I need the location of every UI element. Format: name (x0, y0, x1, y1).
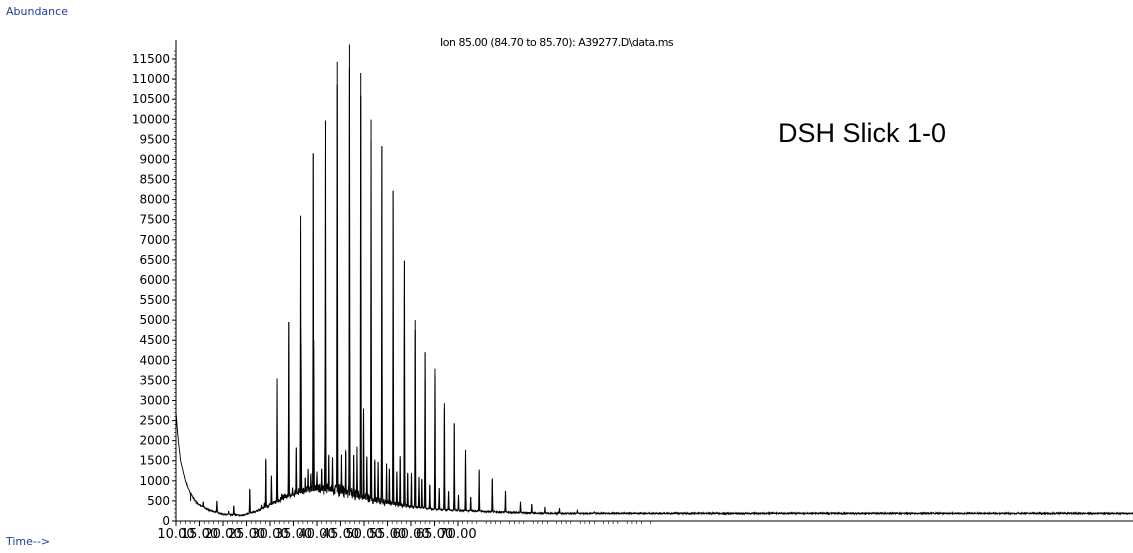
y-tick-label: 5000 (139, 313, 170, 327)
y-tick-label: 8000 (139, 193, 170, 207)
x-tick-label: 40.00 (298, 527, 335, 542)
chromatogram-trace (175, 68, 1133, 518)
y-tick-label: 1500 (139, 454, 170, 468)
y-tick-label: 10000 (132, 112, 170, 126)
x-tick-label: 65.00 (416, 527, 453, 542)
x-tick-label: 50.00 (345, 527, 382, 542)
x-tick-label: 35.00 (275, 527, 312, 542)
y-tick-label: 6500 (139, 253, 170, 267)
y-tick-label: 7000 (139, 233, 170, 247)
x-tick-label: 45.00 (322, 527, 359, 542)
chart-title: Ion 85.00 (84.70 to 85.70): A39277.D\dat… (440, 36, 674, 49)
x-axis-label: Time--> (6, 535, 51, 548)
y-tick-label: 3000 (139, 393, 170, 407)
x-tick-label: 55.00 (369, 527, 406, 542)
y-tick-label: 2500 (139, 414, 170, 428)
y-tick-label: 5500 (139, 293, 170, 307)
x-tick-label: 25.00 (228, 527, 265, 542)
y-tick-label: 9500 (139, 132, 170, 146)
y-tick-label: 10500 (132, 92, 170, 106)
y-tick-label: 500 (147, 494, 170, 508)
x-tick-label: 60.00 (392, 527, 429, 542)
y-axis-label: Abundance (6, 5, 68, 18)
y-tick-label: 2000 (139, 434, 170, 448)
y-tick-label: 7500 (139, 213, 170, 227)
x-tick-label: 10.00 (157, 527, 194, 542)
y-tick-label: 1000 (139, 474, 170, 488)
y-tick-label: 0 (162, 514, 170, 528)
y-tick-label: 11500 (132, 52, 170, 66)
y-tick-label: 4000 (139, 353, 170, 367)
sample-annotation: DSH Slick 1-0 (778, 118, 947, 148)
y-tick-label: 6000 (139, 273, 170, 287)
x-tick-label: 15.00 (181, 527, 218, 542)
x-tick-label: 70.00 (439, 527, 476, 542)
x-tick-label: 20.00 (204, 527, 241, 542)
y-tick-label: 4500 (139, 333, 170, 347)
y-tick-label: 8500 (139, 173, 170, 187)
y-tick-label: 11000 (132, 72, 170, 86)
y-tick-label: 3500 (139, 373, 170, 387)
x-tick-label: 30.00 (251, 527, 288, 542)
y-tick-label: 9000 (139, 152, 170, 166)
